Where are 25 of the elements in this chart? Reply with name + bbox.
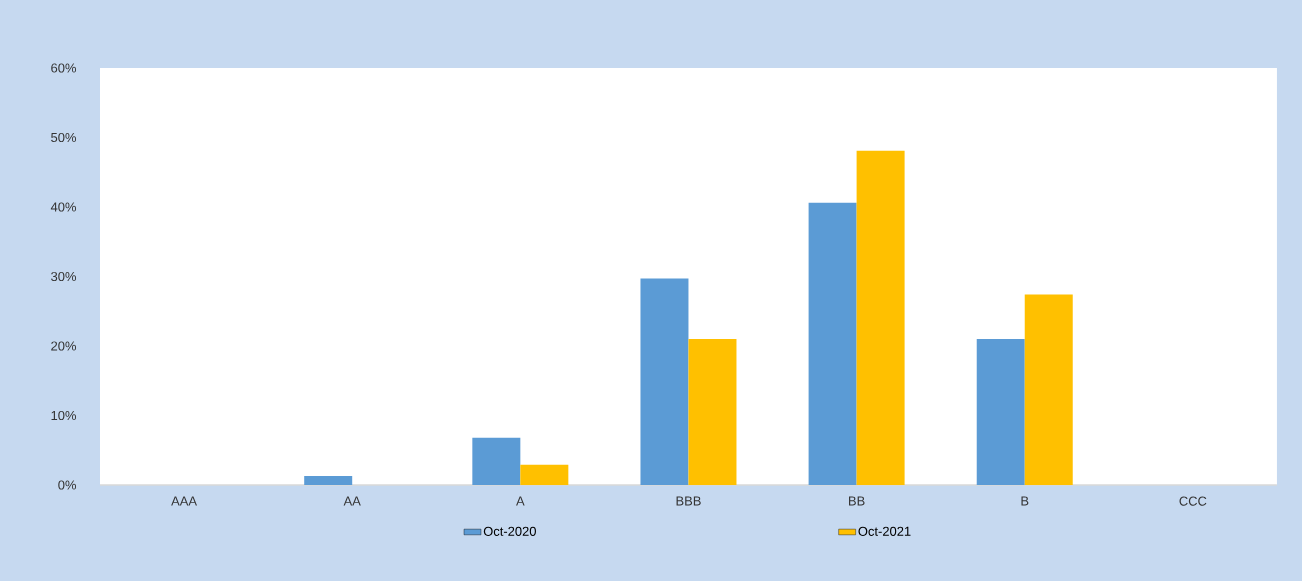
bar bbox=[976, 339, 1025, 485]
y-tick-label: 40% bbox=[50, 202, 77, 212]
y-tick-label: 50% bbox=[51, 132, 77, 143]
bar bbox=[808, 202, 857, 485]
x-tick-label: A bbox=[516, 496, 525, 506]
legend-label: Oct-2020 bbox=[483, 526, 536, 536]
bar bbox=[304, 475, 353, 485]
bar bbox=[520, 464, 569, 485]
y-tick-label: 10% bbox=[51, 410, 77, 421]
bar bbox=[1024, 294, 1073, 485]
x-tick-label: B bbox=[1021, 496, 1029, 506]
y-tick-label: 60% bbox=[51, 63, 77, 73]
y-tick-label: 20% bbox=[51, 341, 77, 351]
x-tick-label: AAA bbox=[171, 496, 197, 506]
x-tick-label: AA bbox=[343, 496, 361, 506]
bar bbox=[640, 278, 689, 485]
x-tick-label: BBB bbox=[676, 496, 701, 506]
y-tick-label: 30% bbox=[51, 271, 77, 282]
bar bbox=[688, 339, 737, 485]
bar bbox=[856, 150, 905, 485]
bar bbox=[472, 437, 521, 485]
legend-label: Oct-2021 bbox=[858, 526, 911, 536]
x-tick-label: BB bbox=[849, 496, 865, 506]
x-tick-label: CCC bbox=[1179, 496, 1207, 506]
y-tick-label: 0% bbox=[58, 480, 77, 490]
